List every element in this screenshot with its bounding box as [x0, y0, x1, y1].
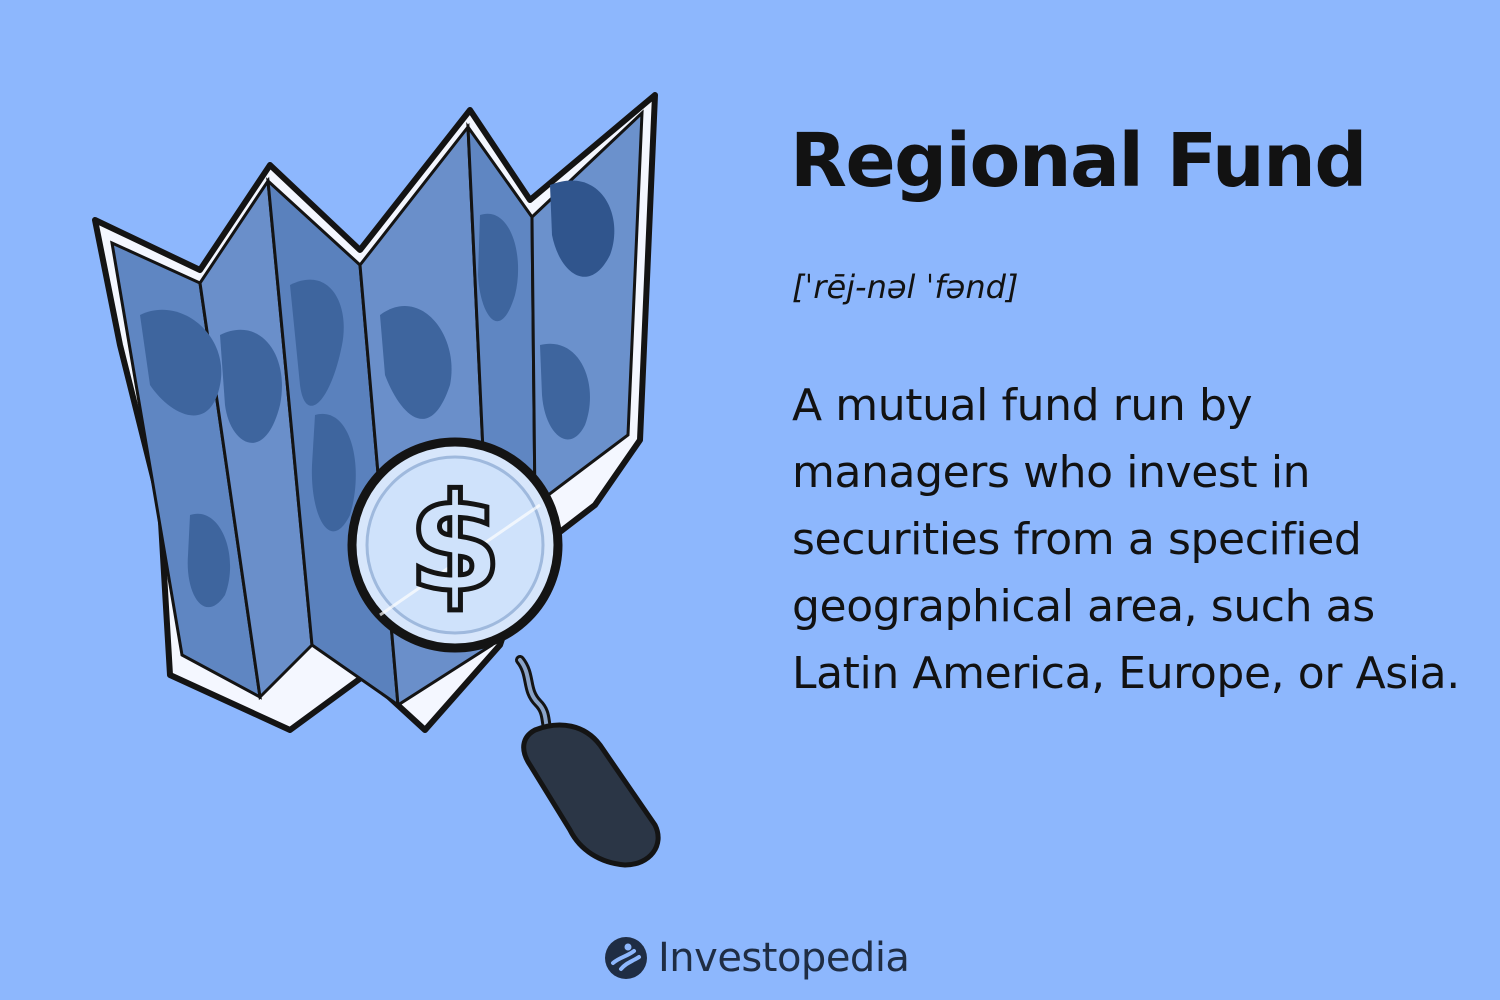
magnifying-glass-icon: $ — [347, 437, 661, 868]
investopedia-logo-icon — [605, 937, 647, 979]
page-title: Regional Fund — [790, 118, 1367, 204]
folded-map-magnifier-illustration: $ — [92, 92, 661, 868]
brand-name: Investopedia — [658, 935, 910, 981]
definition-text: A mutual fund run by managers who invest… — [792, 380, 1460, 699]
brand: Investopedia — [604, 928, 910, 988]
dollar-sign-icon: $ — [408, 465, 502, 622]
pronunciation: [ˈrēj-nəl ˈfənd] — [792, 268, 1019, 306]
folded-map-icon — [92, 92, 658, 733]
